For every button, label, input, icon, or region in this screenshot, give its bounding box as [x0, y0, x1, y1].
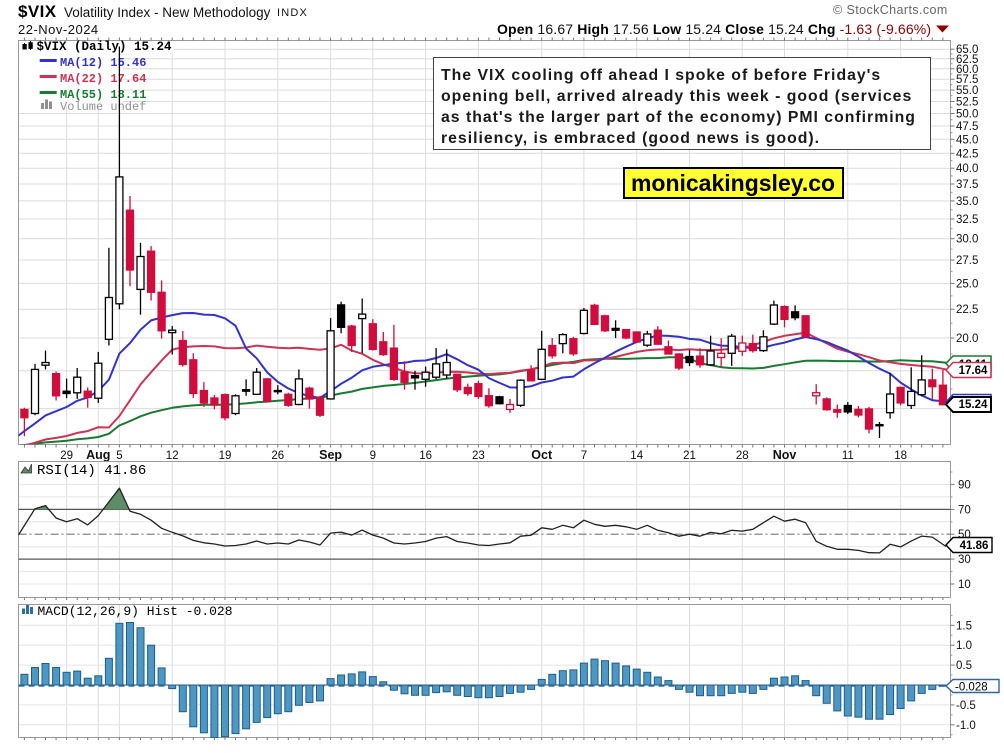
svg-text:70: 70: [958, 504, 971, 516]
svg-text:47.5: 47.5: [956, 121, 978, 133]
svg-text:MA(22) 17.64: MA(22) 17.64: [60, 72, 146, 86]
svg-text:5: 5: [116, 450, 122, 462]
svg-text:MACD(12,26,9) Hist -0.028: MACD(12,26,9) Hist -0.028: [38, 604, 233, 619]
svg-text:62.5: 62.5: [956, 54, 978, 66]
svg-text:1.5: 1.5: [956, 620, 972, 632]
svg-text:Nov: Nov: [773, 448, 797, 462]
svg-text:7: 7: [581, 450, 587, 462]
svg-text:as that's the larger part of t: as that's the larger part of the economy…: [441, 109, 916, 126]
svg-text:32.5: 32.5: [956, 214, 978, 226]
svg-text:41.86: 41.86: [960, 540, 989, 552]
svg-text:1.0: 1.0: [956, 640, 972, 652]
svg-text:MA(12) 15.46: MA(12) 15.46: [60, 56, 146, 70]
svg-text:45.0: 45.0: [956, 134, 978, 146]
svg-text:-0.028: -0.028: [955, 682, 988, 694]
svg-text:$VIX: $VIX: [18, 2, 57, 21]
svg-text:50.0: 50.0: [956, 109, 978, 121]
svg-text:35.0: 35.0: [956, 196, 978, 208]
svg-text:23: 23: [472, 450, 485, 462]
svg-text:55.0: 55.0: [956, 85, 978, 97]
svg-text:22.5: 22.5: [956, 304, 978, 316]
svg-text:10: 10: [958, 579, 971, 591]
svg-text:Oct: Oct: [531, 448, 553, 462]
svg-text:MA(55) 18.11: MA(55) 18.11: [60, 88, 146, 102]
svg-text:20.0: 20.0: [956, 333, 978, 345]
svg-text:60.0: 60.0: [956, 64, 978, 76]
svg-text:57.5: 57.5: [956, 74, 978, 86]
svg-text:INDX: INDX: [277, 7, 308, 19]
svg-text:29: 29: [60, 450, 73, 462]
svg-text:28: 28: [736, 450, 749, 462]
svg-text:18: 18: [894, 450, 907, 462]
svg-text:11: 11: [842, 450, 854, 462]
svg-text:Volatility Index - New Methodo: Volatility Index - New Methodology: [64, 5, 271, 20]
svg-text:37.5: 37.5: [956, 179, 978, 191]
svg-text:monicakingsley.co: monicakingsley.co: [631, 170, 835, 196]
svg-text:19: 19: [219, 450, 232, 462]
svg-text:52.5: 52.5: [956, 97, 978, 109]
svg-text:40.0: 40.0: [956, 163, 978, 175]
svg-text:30.0: 30.0: [956, 234, 978, 246]
svg-text:-1.0: -1.0: [956, 720, 976, 732]
svg-text:RSI(14) 41.86: RSI(14) 41.86: [37, 463, 146, 479]
svg-text:14: 14: [630, 450, 643, 462]
svg-text:0.5: 0.5: [956, 660, 972, 672]
svg-text:30: 30: [958, 554, 971, 566]
svg-text:-0.5: -0.5: [956, 700, 976, 712]
svg-text:opening bell, arrived already: opening bell, arrived already this week …: [441, 88, 912, 105]
svg-text:26: 26: [271, 450, 284, 462]
svg-text:Volume undef: Volume undef: [60, 100, 146, 114]
svg-text:65.0: 65.0: [956, 44, 978, 56]
svg-text:Aug: Aug: [86, 448, 110, 462]
svg-text:resiliency, is embraced (good: resiliency, is embraced (good news is go…: [441, 130, 820, 147]
svg-text:© StockCharts.com: © StockCharts.com: [833, 3, 948, 17]
svg-text:25.0: 25.0: [956, 278, 978, 290]
svg-text:21: 21: [683, 450, 696, 462]
svg-text:Open 16.67 High 17.56 Low 15: Open 16.67 High 17.56 Low 15.24 Close 15…: [497, 21, 931, 37]
svg-text:Sep: Sep: [319, 448, 342, 462]
svg-text:22-Nov-2024: 22-Nov-2024: [18, 22, 99, 37]
svg-text:16: 16: [419, 450, 432, 462]
svg-text:$VIX (Daily) 15.24: $VIX (Daily) 15.24: [37, 40, 173, 54]
svg-text:90: 90: [958, 479, 971, 491]
svg-text:9: 9: [370, 450, 376, 462]
svg-text:27.5: 27.5: [956, 255, 978, 267]
svg-text:42.5: 42.5: [956, 148, 978, 160]
svg-text:The VIX cooling off ahead I sp: The VIX cooling off ahead I spoke of bef…: [441, 67, 881, 84]
svg-text:15.24: 15.24: [959, 399, 988, 411]
svg-text:12: 12: [166, 450, 179, 462]
svg-text:17.64: 17.64: [959, 365, 988, 377]
